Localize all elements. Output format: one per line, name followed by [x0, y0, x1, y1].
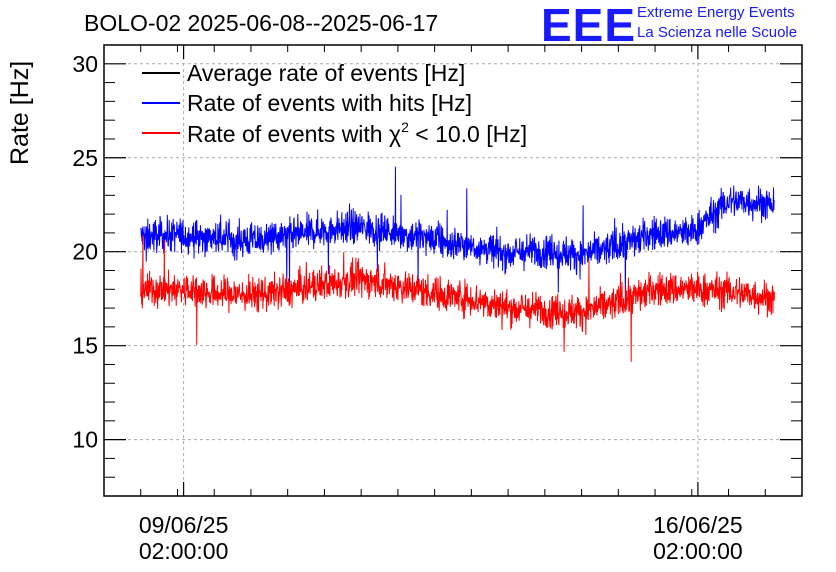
- y-tick-label: 15: [72, 333, 98, 359]
- legend-chi2-prefix: Rate of events with: [187, 121, 389, 147]
- tick-layer: 101520253009/06/2502:00:0016/06/2502:00:…: [72, 44, 803, 564]
- eee-logo: EEE: [541, 0, 637, 51]
- series-layer: [140, 166, 775, 362]
- x-tick-label-time: 02:00:00: [139, 538, 229, 564]
- legend-label-average: Average rate of events [Hz]: [187, 60, 465, 86]
- x-tick-label-date: 16/06/25: [653, 512, 743, 538]
- y-tick-label: 30: [72, 51, 98, 77]
- legend-label-hits: Rate of events with hits [Hz]: [187, 90, 472, 116]
- logo-caption-line-2: La Scienza nelle Scuole: [637, 24, 798, 41]
- series-hits-line: [140, 166, 775, 308]
- logo-caption-line-1: Extreme Energy Events: [637, 4, 795, 21]
- series-chi2-line: [140, 234, 775, 362]
- legend-chi2-symbol: χ: [389, 121, 401, 147]
- legend-label-chi2: Rate of events with χ2 < 10.0 [Hz]: [187, 119, 527, 147]
- chart-title: BOLO-02 2025-06-08--2025-06-17: [84, 10, 439, 36]
- x-tick-label-date: 09/06/25: [139, 512, 229, 538]
- y-tick-label: 25: [72, 145, 98, 171]
- legend-chi2-superscript: 2: [401, 119, 409, 135]
- y-tick-label: 20: [72, 239, 98, 265]
- y-tick-label: 10: [72, 427, 98, 453]
- legend: Average rate of events [Hz] Rate of even…: [142, 60, 527, 147]
- legend-chi2-suffix: < 10.0 [Hz]: [409, 121, 527, 147]
- x-tick-label-time: 02:00:00: [653, 538, 743, 564]
